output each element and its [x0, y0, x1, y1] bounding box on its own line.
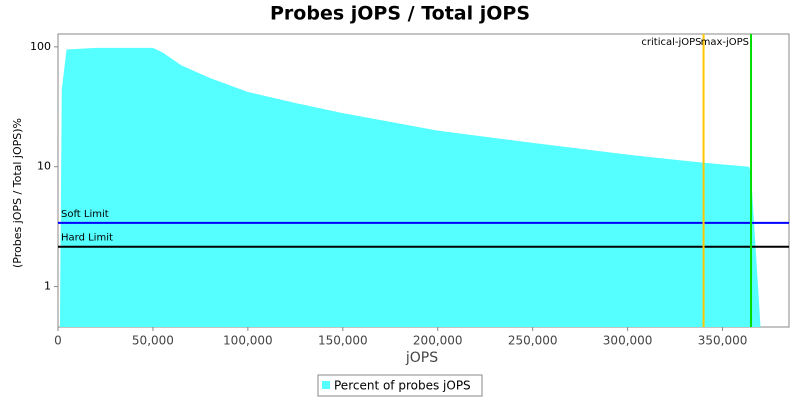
chart-title: Probes jOPS / Total jOPS: [270, 3, 530, 25]
area: [59, 47, 761, 327]
x-tick-label: 300,000: [603, 334, 653, 348]
x-tick-label: 100,000: [223, 334, 273, 348]
limit-label: Hard Limit: [61, 233, 113, 244]
x-tick-label: 150,000: [318, 334, 368, 348]
y-tick-label: 1: [44, 280, 51, 293]
x-tick-label: 250,000: [508, 334, 558, 348]
x-tick-label: 200,000: [413, 334, 463, 348]
y-tick-label: 100: [30, 40, 51, 53]
limit-label: Soft Limit: [61, 209, 109, 220]
legend-label: Percent of probes jOPS: [334, 379, 471, 393]
marker-label: critical-jOPS: [641, 37, 701, 48]
legend-swatch: [322, 381, 330, 389]
x-tick-label: 50,000: [132, 334, 174, 348]
x-axis-label: jOPS: [405, 350, 438, 366]
x-tick-label: 350,000: [698, 334, 748, 348]
y-axis-label: (Probes jOPS / Total jOPS)%: [11, 118, 24, 268]
legend-box: [317, 374, 483, 397]
marker-label: max-jOPS: [701, 37, 749, 48]
x-tick-label: 0: [54, 334, 62, 348]
y-tick-label: 10: [37, 160, 51, 173]
